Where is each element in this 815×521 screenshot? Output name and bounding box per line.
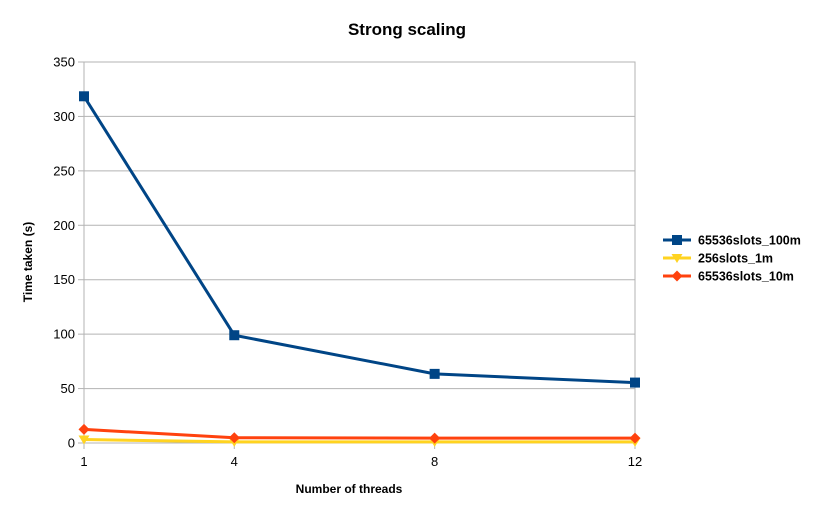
y-tick-label-4: 200 (53, 218, 75, 233)
y-tick-label-0: 0 (68, 436, 75, 451)
data-point-65536slots_10m-1 (228, 432, 240, 444)
chart-title: Strong scaling (348, 20, 466, 39)
plot-area (83, 61, 636, 444)
series-65536slots_10m (78, 423, 641, 444)
data-point-65536slots_10m-0 (78, 423, 90, 435)
y-tick-label-2: 100 (53, 327, 75, 342)
legend-marker-256slots_1m (671, 254, 683, 263)
data-point-65536slots_10m-3 (629, 432, 641, 444)
y-axis-ticks: 0 50 100 150 200 250 300 350 (53, 55, 84, 451)
data-point-65536slots_10m-2 (429, 432, 441, 444)
x-tick-label-3: 12 (628, 454, 642, 469)
x-tick-label-0: 1 (80, 454, 87, 469)
data-point-65536slots_100m-2 (429, 368, 440, 379)
legend-item-65536slots_100m: 65536slots_100m (663, 234, 801, 248)
legend-label-65536slots_100m: 65536slots_100m (698, 234, 801, 248)
legend-item-65536slots_10m: 65536slots_10m (663, 270, 794, 284)
legend-label-65536slots_10m: 65536slots_10m (698, 270, 794, 284)
y-tick-label-5: 250 (53, 163, 75, 178)
legend-marker-65536slots_100m (672, 235, 682, 245)
y-tick-label-1: 50 (61, 381, 75, 396)
series-line-65536slots_10m (83, 427, 635, 440)
legend: 65536slots_100m 256slots_1m 65536slots_10m (663, 234, 801, 284)
data-point-65536slots_100m-3 (630, 377, 640, 388)
data-point-256slots_1m-0 (78, 435, 90, 445)
series-group (78, 91, 641, 447)
x-tick-label-1: 4 (231, 454, 238, 469)
y-tick-label-3: 150 (53, 272, 75, 287)
series-line-65536slots_100m (82, 95, 636, 385)
y-tick-label-7: 350 (53, 55, 75, 70)
x-axis-title: Number of threads (296, 482, 403, 496)
x-axis-ticks: 1 4 8 12 (80, 443, 642, 469)
legend-label-256slots_1m: 256slots_1m (698, 252, 773, 266)
series-line-256slots_1m (83, 438, 635, 444)
legend-marker-65536slots_10m (671, 270, 683, 282)
y-axis-title: Time taken (s) (21, 222, 35, 302)
data-point-65536slots_100m-1 (229, 330, 240, 341)
series-65536slots_100m (79, 91, 640, 388)
y-tick-label-6: 300 (53, 109, 75, 124)
data-point-65536slots_100m-0 (79, 91, 89, 102)
x-tick-label-2: 8 (431, 454, 438, 469)
legend-item-256slots_1m: 256slots_1m (663, 252, 773, 266)
